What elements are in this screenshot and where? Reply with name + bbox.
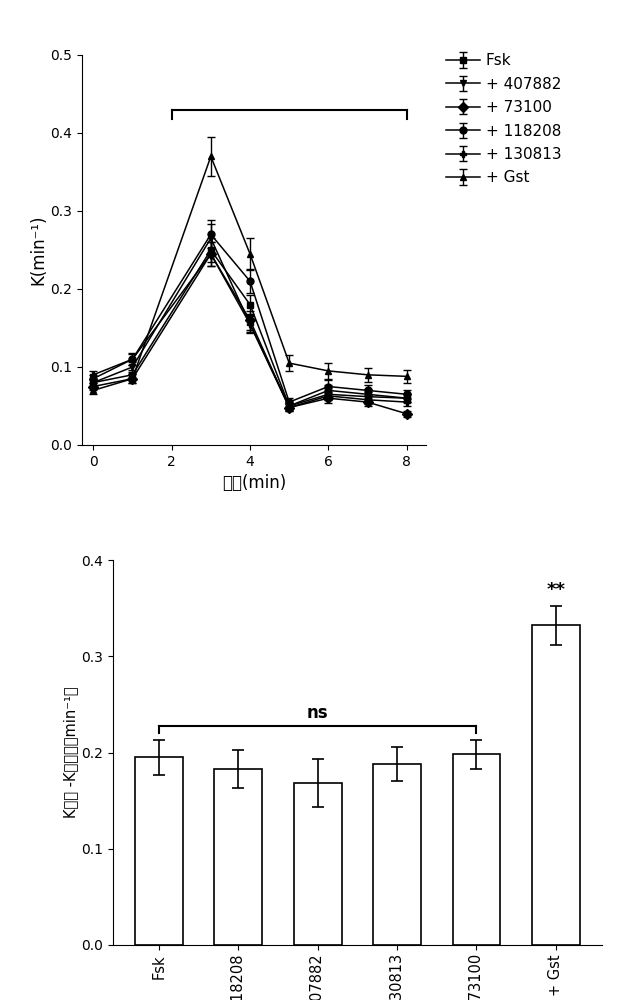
Legend: Fsk, + 407882, + 73100, + 118208, + 130813, + Gst: Fsk, + 407882, + 73100, + 118208, + 1308… xyxy=(440,47,567,191)
X-axis label: 时间(min): 时间(min) xyxy=(222,474,286,492)
Bar xyxy=(135,757,182,945)
Y-axis label: K峰値 -K基底値（min⁻¹）: K峰値 -K基底値（min⁻¹） xyxy=(63,687,78,818)
Text: **: ** xyxy=(546,580,566,598)
Bar xyxy=(214,769,262,945)
Y-axis label: K(min⁻¹): K(min⁻¹) xyxy=(29,215,47,285)
Bar xyxy=(294,783,342,945)
Text: ns: ns xyxy=(307,704,329,722)
Bar xyxy=(373,764,421,945)
Bar xyxy=(532,625,580,945)
Bar xyxy=(453,754,500,945)
